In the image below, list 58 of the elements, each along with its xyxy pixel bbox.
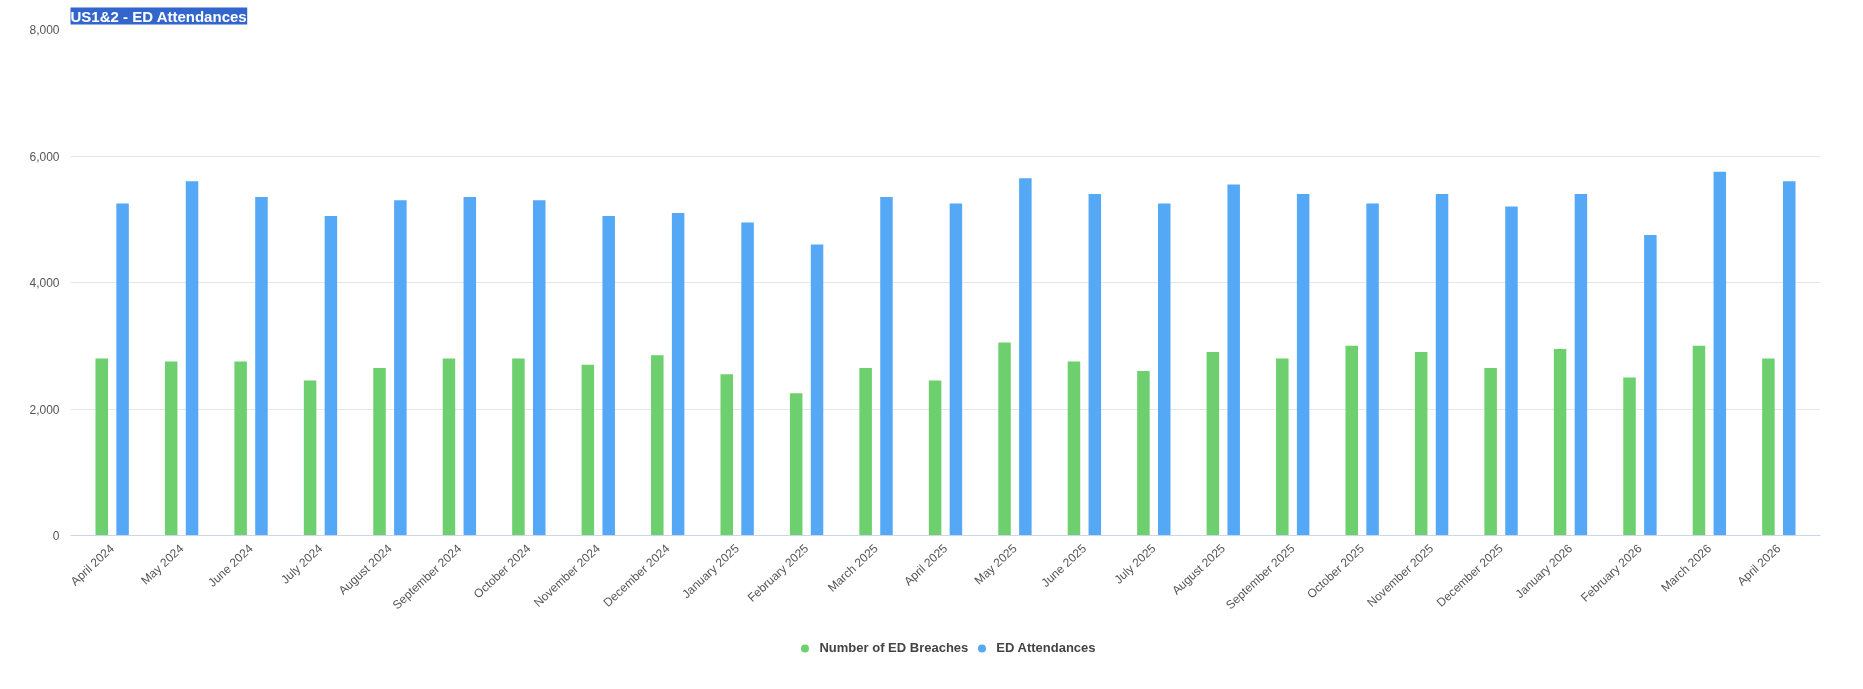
bar xyxy=(164,361,178,536)
bar xyxy=(1713,171,1727,536)
bar xyxy=(1414,352,1428,536)
y-tick-label: 4,000 xyxy=(29,276,60,290)
bar xyxy=(373,367,386,536)
bar xyxy=(1762,358,1775,536)
bar xyxy=(442,358,456,536)
bar xyxy=(1158,203,1171,536)
bar xyxy=(651,355,664,536)
bar xyxy=(741,222,754,536)
bar xyxy=(1019,178,1032,536)
bar xyxy=(602,216,615,536)
bar xyxy=(185,181,199,536)
bar xyxy=(998,342,1011,536)
bar xyxy=(1484,367,1497,536)
legend-label: ED Attendances xyxy=(996,640,1096,655)
bar xyxy=(928,380,942,536)
bar xyxy=(95,358,108,536)
bar xyxy=(255,197,268,536)
bar xyxy=(234,361,247,536)
bar xyxy=(1435,193,1449,536)
bar xyxy=(810,244,824,536)
bar xyxy=(512,358,525,536)
bar xyxy=(1553,348,1567,536)
bar xyxy=(720,374,733,536)
bar xyxy=(789,393,803,536)
bar xyxy=(581,364,595,536)
y-tick-label: 8,000 xyxy=(29,23,60,37)
bar xyxy=(1505,206,1518,536)
y-tick-label: 6,000 xyxy=(29,149,60,164)
chart-title: US1&2 - ED Attendances xyxy=(70,7,247,25)
bar xyxy=(1366,203,1379,536)
bar xyxy=(1623,377,1636,536)
bar xyxy=(1067,361,1081,536)
bar xyxy=(671,212,685,536)
bar xyxy=(1692,345,1706,536)
bar xyxy=(324,216,338,536)
bar xyxy=(880,197,893,536)
bar xyxy=(1137,371,1150,536)
bar xyxy=(859,367,872,536)
y-tick-label: 0 xyxy=(52,529,60,543)
bar xyxy=(1206,352,1220,536)
bar xyxy=(1783,181,1796,536)
y-tick-label: 2,000 xyxy=(29,402,60,417)
bar xyxy=(533,200,546,536)
bar xyxy=(1088,193,1102,536)
bar xyxy=(1345,345,1358,536)
bar xyxy=(1276,358,1289,536)
bar xyxy=(1296,193,1310,536)
bar xyxy=(463,197,477,536)
legend-label: Number of ED Breaches xyxy=(819,640,969,655)
bar xyxy=(394,200,407,536)
bar xyxy=(1644,235,1657,536)
bar xyxy=(1227,184,1240,536)
bar xyxy=(1574,193,1588,536)
bar xyxy=(303,380,317,536)
bar xyxy=(116,203,129,536)
bar xyxy=(949,203,963,536)
